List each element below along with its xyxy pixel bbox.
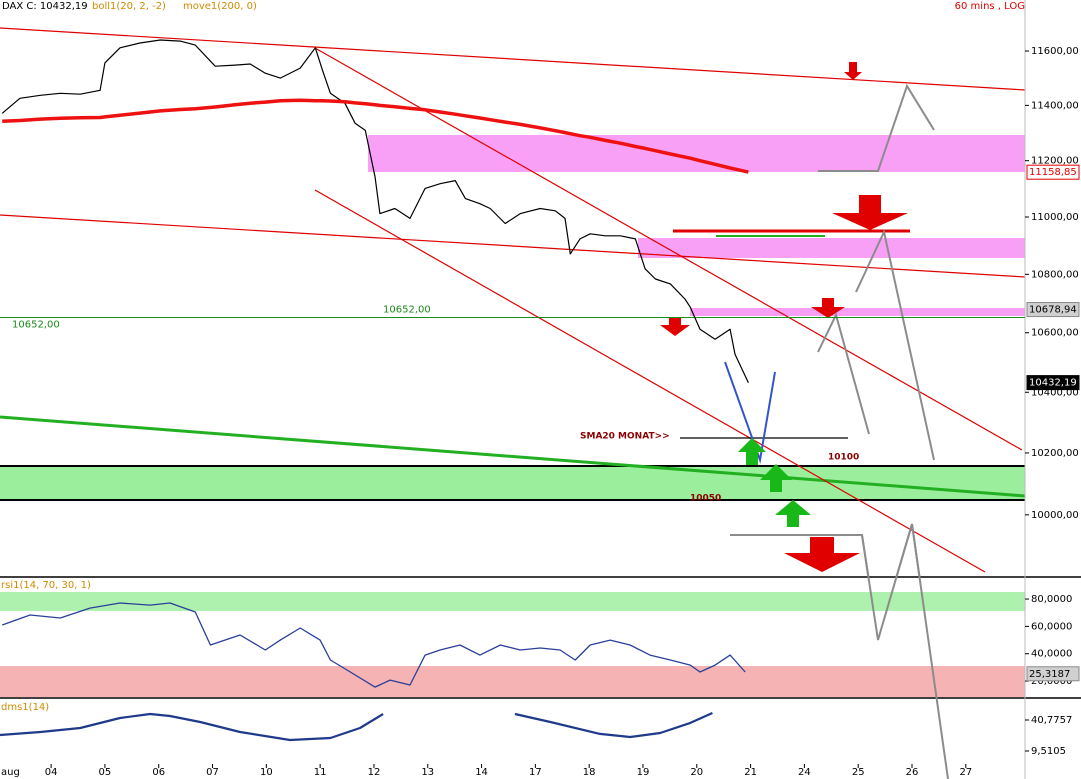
price-tag: [1026, 375, 1080, 391]
x-tick-label: 27: [959, 767, 972, 778]
down-arrow: [660, 318, 690, 336]
price-tag-label: 10432,19: [1029, 378, 1077, 389]
x-tick-label: 06: [152, 767, 165, 778]
chart-title: DAX C: 10432,19: [2, 1, 88, 12]
series-line: [1, 602, 746, 688]
plot-area: [0, 711, 713, 742]
projection: [817, 312, 870, 435]
y-tick-label: 11200,00: [1031, 156, 1079, 167]
x-tick-label: 04: [45, 767, 58, 778]
x-tick-label: 13: [421, 767, 434, 778]
x-tick-label: 21: [744, 767, 757, 778]
channel-line: [314, 47, 1023, 451]
x-tick-label: 07: [206, 767, 219, 778]
layout-main: [0, 27, 1025, 577]
y-tick-label: 11400,00: [1031, 100, 1079, 111]
x-tick-label: 19: [637, 767, 650, 778]
x-tick-label: 12: [368, 767, 381, 778]
y-tick-label: 20,0000: [1031, 676, 1072, 687]
y-tick-label: 10400,00: [1031, 387, 1079, 398]
zone: [0, 666, 1025, 697]
projection: [724, 361, 776, 464]
annotation: SMA20 MONAT>>: [580, 432, 670, 442]
indicator: move1(200, 0): [183, 1, 257, 12]
down-arrow: [784, 537, 860, 572]
up-arrow: [738, 438, 766, 465]
channel-line: [0, 27, 1025, 91]
x-tick-label: 18: [583, 767, 596, 778]
plot-area: 10652,00 10652,00: [0, 39, 1025, 383]
zone: [638, 238, 1025, 258]
projection: [855, 228, 935, 461]
zone: [0, 592, 1025, 611]
price-tag-label: 11158,85: [1029, 167, 1077, 178]
plots: 10652,00 10652,00 10000,00 10200,00 10400,00…: [0, 39, 1080, 778]
annotation: 10100: [828, 453, 859, 463]
panel-title: dms1(14): [1, 702, 49, 713]
down-arrow: [811, 298, 845, 318]
y-tick-label: 10000,00: [1031, 510, 1079, 521]
plot-area: [1, 602, 746, 688]
trend-line: [0, 415, 1025, 498]
x-tick-label: 25: [852, 767, 865, 778]
y-tick-label: 10600,00: [1031, 328, 1079, 339]
series-line: [1, 39, 749, 383]
x-tick-label: 24: [798, 767, 811, 778]
channel-line: [0, 214, 1025, 278]
level-label: 10652,00: [383, 304, 431, 315]
annotation: 10050: [690, 494, 721, 504]
price-tag: [1026, 666, 1080, 682]
y-tick-label: 80,0000: [1031, 594, 1072, 605]
down-arrow: [844, 62, 862, 80]
x-tick-label: 05: [99, 767, 112, 778]
y-tick-label: 11600,00: [1031, 46, 1079, 57]
projection: [818, 83, 935, 172]
down-arrow: [832, 195, 908, 230]
x-tick-label: 20: [690, 767, 703, 778]
y-tick-label: 40,0000: [1031, 649, 1072, 660]
x-tick-label: 17: [529, 767, 542, 778]
y-tick-label: 9,5105: [1031, 746, 1066, 757]
x-tick-label: 14: [475, 767, 488, 778]
level-label: 10652,00: [12, 319, 60, 330]
x-tick-label: 11: [314, 767, 327, 778]
price-tag-label: 10678,94: [1029, 305, 1077, 316]
x-tick-label: 10: [260, 767, 273, 778]
up-arrow: [760, 464, 792, 492]
x-tick-label: 26: [906, 767, 919, 778]
price-tag-label: 25,3187: [1029, 669, 1070, 680]
projection: [730, 523, 921, 577]
series-line: [0, 711, 713, 742]
y-tick-label: 40,7757: [1031, 715, 1072, 726]
timeframe: 60 mins , LOG: [955, 1, 1025, 12]
zone: [368, 135, 1025, 172]
up-arrow: [775, 500, 811, 527]
price-tag: [1026, 302, 1080, 318]
y-tick-label: 10200,00: [1031, 448, 1079, 459]
month-label: aug: [1, 767, 20, 778]
indicator: boll1(20, 2, -2): [92, 1, 166, 12]
projection: [861, 523, 949, 779]
zone: [690, 308, 1025, 316]
price-tag: [1026, 164, 1080, 180]
channel-line: [314, 189, 986, 573]
panel-title: rsi1(14, 70, 30, 1): [1, 580, 91, 591]
y-tick-label: 11000,00: [1031, 212, 1079, 223]
y-tick-label: 60,0000: [1031, 621, 1072, 632]
series-line: [2, 98, 749, 174]
y-tick-label: 10800,00: [1031, 269, 1079, 280]
